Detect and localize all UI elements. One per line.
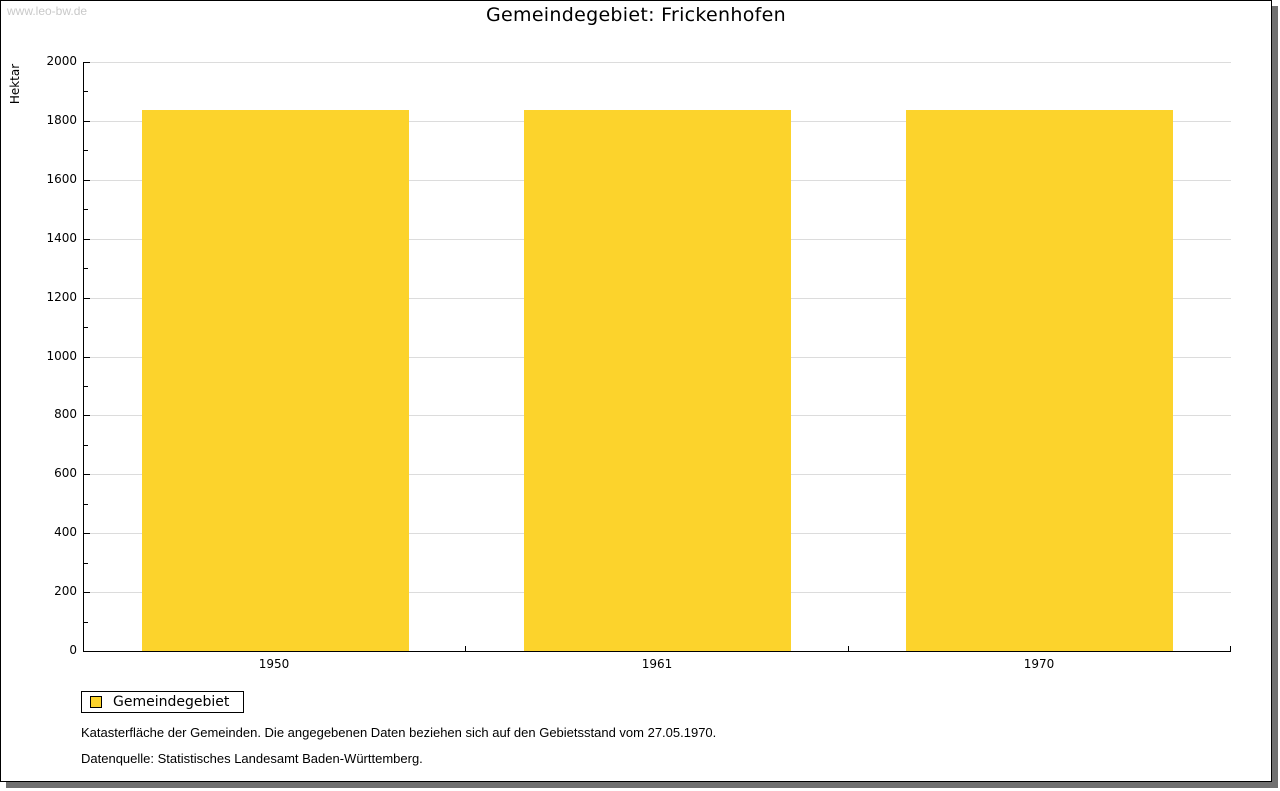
x-axis-boundary-tick xyxy=(1230,646,1231,651)
y-axis-major-tick xyxy=(84,533,90,534)
gridline xyxy=(84,62,1231,63)
x-tick-label: 1961 xyxy=(641,657,673,671)
y-axis-major-tick xyxy=(84,415,90,416)
y-axis-major-tick xyxy=(84,180,90,181)
plot-area xyxy=(83,62,1231,652)
y-axis-minor-tick xyxy=(84,150,88,151)
y-axis-title: Hektar xyxy=(8,63,22,105)
x-axis-boundary-tick xyxy=(465,646,466,651)
y-tick-label: 1200 xyxy=(46,290,77,304)
y-axis-major-tick xyxy=(84,121,90,122)
y-axis-minor-tick xyxy=(84,209,88,210)
y-axis-minor-tick xyxy=(84,268,88,269)
y-tick-label: 1000 xyxy=(46,349,77,363)
y-axis-minor-tick xyxy=(84,327,88,328)
y-axis-major-tick xyxy=(84,357,90,358)
y-tick-label: 2000 xyxy=(46,54,77,68)
y-tick-label: 800 xyxy=(54,407,77,421)
y-axis-minor-tick xyxy=(84,386,88,387)
y-tick-label: 1400 xyxy=(46,231,77,245)
y-tick-label: 1800 xyxy=(46,113,77,127)
chart-title: Gemeindegebiet: Frickenhofen xyxy=(486,4,786,26)
note-description: Katasterfläche der Gemeinden. Die angege… xyxy=(81,725,717,740)
y-axis-minor-tick xyxy=(84,622,88,623)
legend-label: Gemeindegebiet xyxy=(113,694,230,710)
legend: Gemeindegebiet xyxy=(81,691,245,713)
y-axis-major-tick xyxy=(84,474,90,475)
y-tick-label: 600 xyxy=(54,466,77,480)
y-tick-label: 200 xyxy=(54,584,77,598)
bar xyxy=(906,110,1173,651)
y-axis-minor-tick xyxy=(84,563,88,564)
x-tick-label: 1950 xyxy=(258,657,290,671)
y-axis-minor-tick xyxy=(84,445,88,446)
y-tick-label: 400 xyxy=(54,525,77,539)
legend-swatch-icon xyxy=(90,696,102,708)
bar xyxy=(142,110,409,651)
y-tick-label: 1600 xyxy=(46,172,77,186)
y-tick-label: 0 xyxy=(69,643,77,657)
x-axis-boundary-tick xyxy=(848,646,849,651)
x-tick-label: 1970 xyxy=(1023,657,1055,671)
bar xyxy=(524,110,791,651)
y-axis-major-tick xyxy=(84,298,90,299)
y-axis-minor-tick xyxy=(84,504,88,505)
y-axis-major-tick xyxy=(84,592,90,593)
watermark: www.leo-bw.de xyxy=(7,4,88,18)
y-axis-major-tick xyxy=(84,239,90,240)
y-axis-minor-tick xyxy=(84,91,88,92)
y-axis-major-tick xyxy=(84,62,90,63)
note-source: Datenquelle: Statistisches Landesamt Bad… xyxy=(81,751,423,766)
